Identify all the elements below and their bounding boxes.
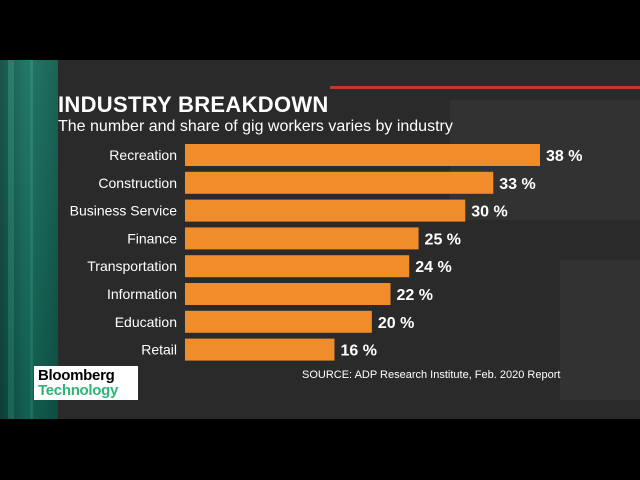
teal-stripe-decoration-thin [30,60,33,419]
category-label: Education [115,314,177,330]
teal-stripe-decoration [8,60,14,419]
bar-information [185,283,391,305]
category-label: Business Service [70,203,178,219]
bar-recreation [185,144,540,166]
category-label: Retail [141,342,177,358]
category-label: Construction [98,175,177,191]
bar-finance [185,227,419,250]
red-accent-line [330,86,640,89]
value-label: 38 % [546,148,582,165]
logo-line-bloomberg: Bloomberg [38,367,115,384]
teal-panel-shade [0,60,58,419]
value-label: 16 % [340,343,376,360]
chart-title: INDUSTRY BREAKDOWN [58,92,329,117]
background-block [560,260,640,400]
bar-business-service [185,199,466,222]
value-label: 25 % [425,231,461,248]
value-label: 33 % [499,176,535,193]
category-label: Finance [127,230,177,246]
category-label: Recreation [109,147,177,163]
bars-group: Recreation 38 % Construction 33 % Business S… [70,144,582,361]
logo-line-technology: Technology [38,382,119,399]
category-label: Transportation [87,258,177,274]
chart-subtitle: The number and share of gig workers vari… [58,118,453,135]
value-label: 20 % [378,315,414,332]
bar-education [185,310,372,333]
bloomberg-technology-logo: Bloomberg Technology [34,366,138,400]
bar-transportation [185,255,410,278]
category-label: Information [107,286,177,302]
bar-retail [185,338,335,361]
bar-construction [185,171,494,194]
value-label: 22 % [397,287,433,304]
value-label: 24 % [415,259,451,276]
value-label: 30 % [471,204,507,221]
source-note: SOURCE: ADP Research Institute, Feb. 202… [302,369,561,381]
